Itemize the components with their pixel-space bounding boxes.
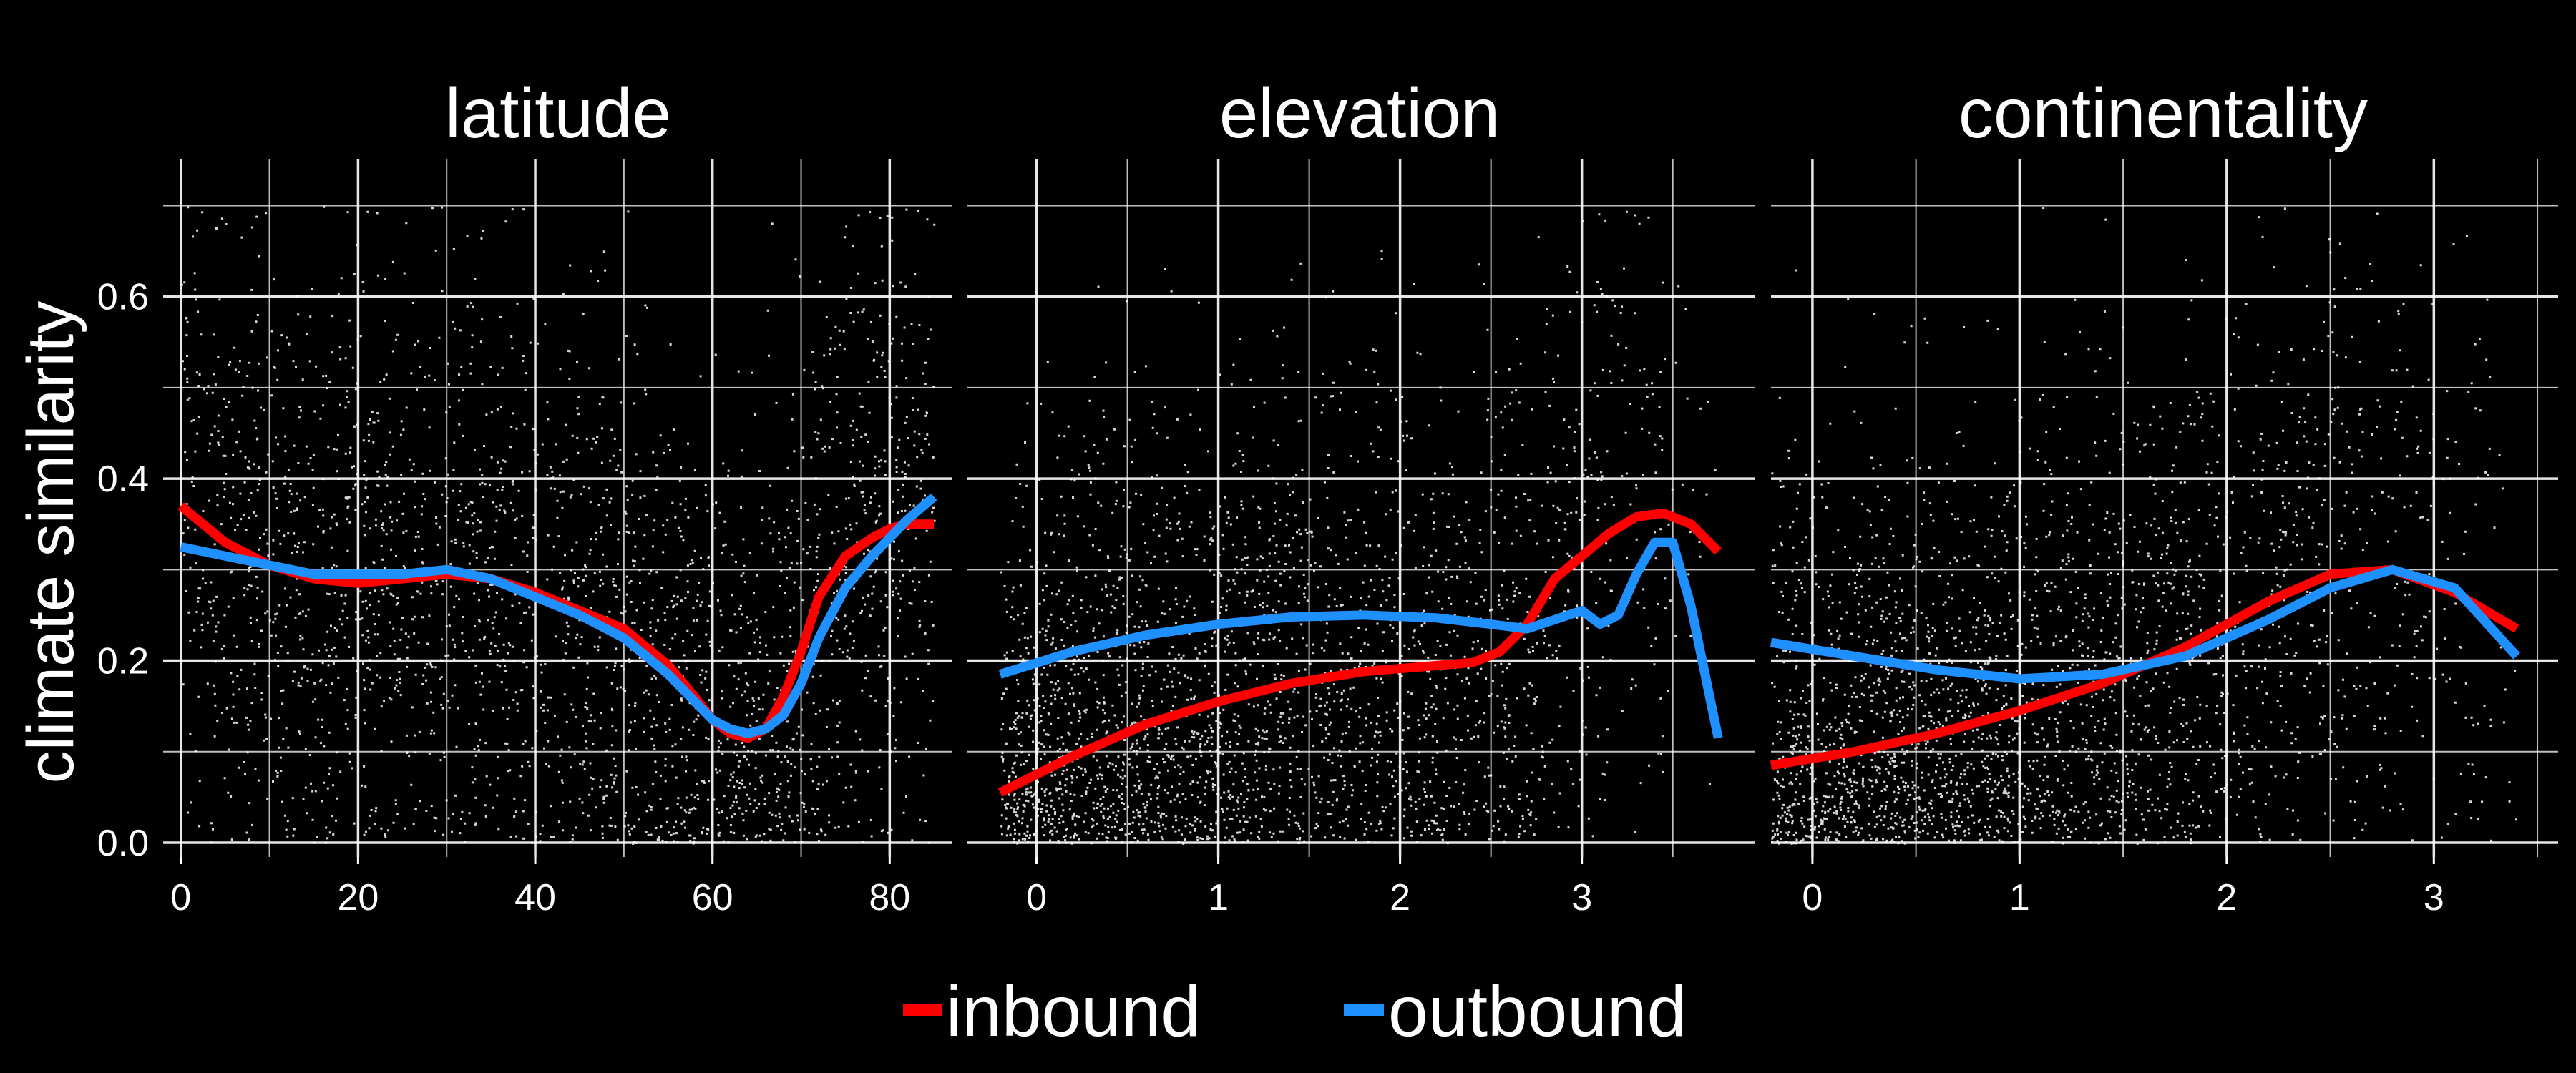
y-ticks-latitude: 0.0 0.2 0.4 0.6: [97, 277, 149, 864]
grid-latitude: [163, 159, 952, 857]
series-line-outbound: [180, 493, 937, 738]
x-tick-label: 20: [337, 877, 379, 918]
smooth-lines-latitude: [177, 493, 937, 743]
x-tick-label: 0: [1026, 877, 1047, 918]
y-tick-label: 0.0: [97, 823, 149, 864]
x-tick-label: 3: [2424, 877, 2444, 918]
scatter-points: [1000, 210, 1717, 845]
y-axis-label: climate similarity: [14, 301, 87, 784]
smooth-lines-continentality: [1770, 564, 2520, 770]
x-tick-label: 0: [1802, 877, 1823, 918]
scatter-points-elevation: [1000, 210, 1717, 845]
x-tick-label: 40: [514, 877, 556, 918]
series-line-outbound: [998, 537, 1723, 740]
x-tick-label: 80: [869, 877, 910, 918]
panel-title-continentality: continentality: [1958, 74, 2368, 152]
smooth-lines-elevation: [997, 509, 1723, 797]
x-ticks-latitude: 0 20 40 60 80: [170, 857, 910, 918]
panel-title-latitude: latitude: [445, 74, 671, 152]
y-tick-label: 0.2: [97, 641, 149, 682]
x-ticks-continentality: 0 1 2 3: [1802, 857, 2444, 918]
panel-elevation: 0 1 2 3 elevation: [967, 74, 1755, 918]
y-tick-label: 0.4: [97, 459, 149, 500]
legend-label-inbound: inbound: [946, 971, 1201, 1052]
panel-continentality: 0 1 2 3 continentality: [1770, 74, 2558, 918]
x-tick-label: 0: [170, 877, 191, 918]
panel-title-elevation: elevation: [1219, 74, 1500, 152]
legend: inbound outbound: [903, 971, 1687, 1052]
series-line-outbound: [1770, 564, 2520, 684]
grid-continentality: [1771, 159, 2558, 857]
grid-elevation: [967, 159, 1755, 857]
x-tick-label: 2: [1390, 877, 1410, 918]
legend-label-outbound: outbound: [1388, 971, 1687, 1052]
panel-latitude: 0 20 40 60 80 0.0 0.2 0.4 0.6 latitude: [97, 74, 952, 918]
x-tick-label: 2: [2216, 877, 2237, 918]
x-tick-label: 3: [1571, 877, 1592, 918]
x-tick-label: 60: [692, 877, 733, 918]
x-ticks-elevation: 0 1 2 3: [1026, 857, 1592, 918]
series-line-inbound: [997, 509, 1722, 797]
x-tick-label: 1: [1208, 877, 1229, 918]
y-tick-label: 0.6: [97, 277, 149, 318]
x-tick-label: 1: [2009, 877, 2030, 918]
